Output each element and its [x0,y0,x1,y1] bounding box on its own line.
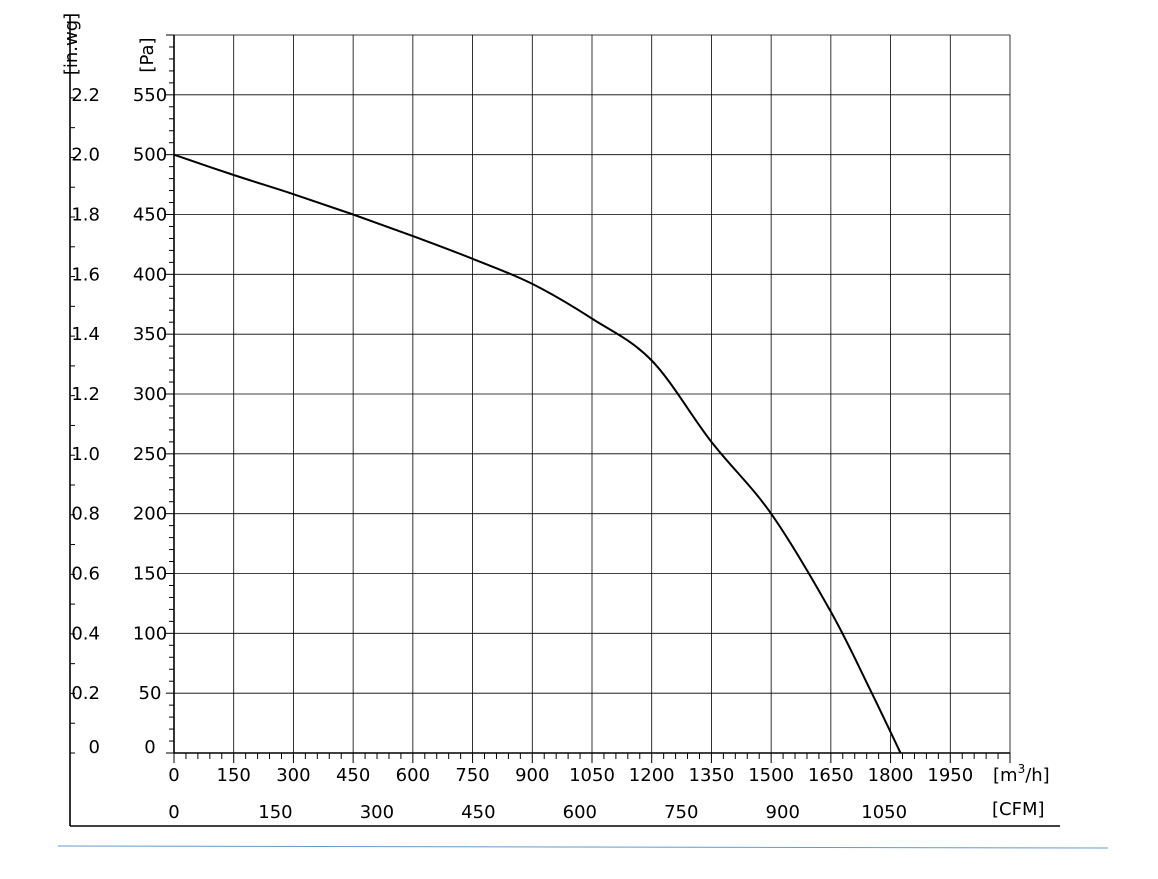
x-tick-label-cfm: 300 [360,802,394,823]
y-tick-label-inwg: 0 [89,737,100,758]
x-tick-label-m3h: 1650 [808,765,854,786]
x-tick-label-cfm: 900 [766,802,800,823]
performance-curve [173,153,902,754]
y-tick-label-inwg: 0.4 [71,623,100,644]
y-tick-label-pa: 500 [133,145,167,166]
axes [69,16,1060,827]
x-tick-label-cfm: 1050 [861,802,907,823]
y-tick-label-pa: 250 [133,444,167,465]
x-tick-label-m3h: 1050 [569,765,615,786]
y-tick-label-pa: 450 [133,205,167,226]
x-tick-label-m3h: 0 [168,765,179,786]
x-tick-label-cfm: 750 [664,802,698,823]
y-tick-label-pa: 100 [133,623,167,644]
x-tick-labels-cfm: 0 150 300 450 600 750 900 1050 [168,802,907,823]
x-axis-label-cfm: [CFM] [992,799,1045,820]
y-tick-label-pa: 150 [133,564,167,585]
x-tick-label-cfm: 0 [168,802,179,823]
y-tick-label-inwg: 1.6 [71,264,100,285]
y-tick-label-inwg: 1.8 [71,205,100,226]
x-tick-label-cfm: 450 [461,802,495,823]
y-tick-label-inwg: 0.8 [71,504,100,525]
y-axis-label-inwg: [in.wg] [61,13,82,75]
y-tick-label-inwg: 1.4 [71,324,100,345]
y-tick-label-inwg: 2.2 [71,85,100,106]
x-tick-label-m3h: 600 [396,765,430,786]
x-tick-label-m3h: 1500 [748,765,794,786]
y-tick-labels-inwg: 0 0.2 0.4 0.6 0.8 1.0 1.2 1.4 1.6 1.8 2.0 2.2 [71,85,100,758]
y-tick-labels-pa: 0 50 100 150 200 250 300 350 400 450 500 550 [133,85,167,758]
x-tick-label-m3h: 300 [276,765,310,786]
x-tick-label-m3h: 1350 [689,765,735,786]
x-tick-label-m3h: 1200 [629,765,675,786]
y-tick-label-pa: 50 [139,683,162,704]
y-tick-label-inwg: 0.2 [71,683,100,704]
y-tick-label-pa: 0 [144,737,155,758]
y-tick-label-inwg: 2.0 [71,145,100,166]
x-tick-label-m3h: 750 [455,765,489,786]
y-tick-label-pa: 550 [133,85,167,106]
x-tick-label-cfm: 150 [258,802,292,823]
x-tick-label-m3h: 900 [515,765,549,786]
y-tick-label-pa: 350 [133,324,167,345]
x-tick-label-m3h: 450 [336,765,370,786]
y-tick-label-pa: 200 [133,504,167,525]
minor-ticks [70,34,1011,763]
x-tick-label-m3h: 150 [217,765,251,786]
y-tick-label-inwg: 1.2 [71,384,100,405]
y-tick-label-pa: 400 [133,264,167,285]
y-tick-label-pa: 300 [133,384,167,405]
y-axis-label-pa: [Pa] [137,37,158,72]
x-tick-labels-m3h: 0 150 300 450 600 750 900 1050 1200 1350 1500 1650 1… [168,765,973,786]
grid [173,34,1011,754]
x-tick-label-m3h: 1950 [927,765,973,786]
baseline-rule [57,845,1109,849]
y-tick-label-inwg: 1.0 [71,444,100,465]
x-tick-label-cfm: 600 [563,802,597,823]
x-tick-label-m3h: 1800 [868,765,914,786]
y-tick-label-inwg: 0.6 [71,564,100,585]
x-axis-label-m3h: [m3/h] [993,762,1050,786]
